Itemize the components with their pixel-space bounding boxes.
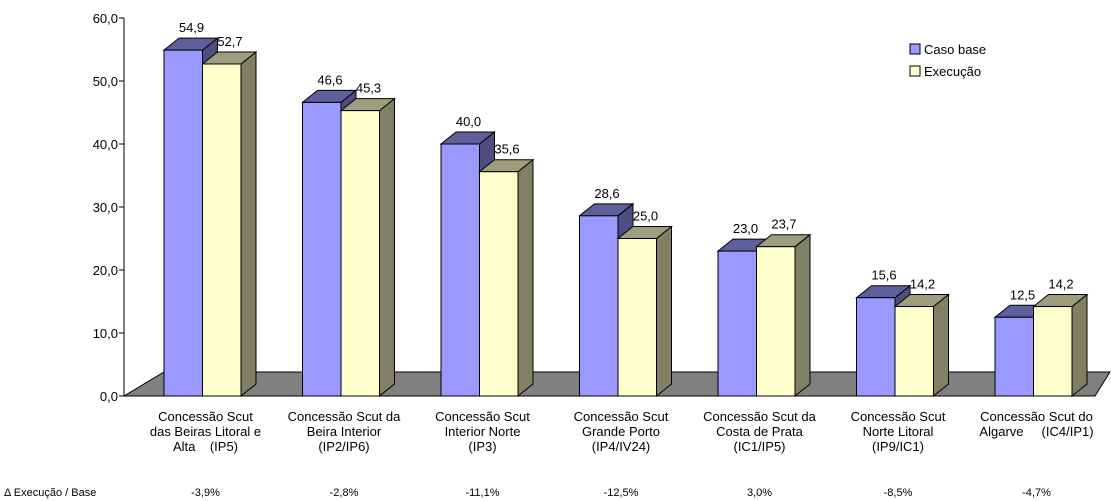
bar-front-face: [202, 63, 242, 397]
delta-value: -8,5%: [884, 487, 913, 499]
bar: [339, 97, 396, 398]
bar-side-face: [656, 225, 672, 398]
category-label: Concessão Scut da Costa de Prata (IC1/IP5): [703, 409, 817, 454]
bar-front-face: [163, 49, 203, 397]
data-label: 23,0: [733, 221, 758, 236]
y-tick-label: 40,0: [93, 137, 118, 152]
bar-group: [162, 37, 1089, 398]
bar: [616, 225, 673, 398]
category-label-group: Concessão Scut das Beiras Litoral e Alta (…: [150, 409, 1094, 454]
data-label: 14,2: [910, 277, 935, 292]
bar-front-face: [856, 297, 896, 397]
y-tick-label: 60,0: [93, 11, 118, 26]
category-label: Concessão Scut Interior Norte (IP3): [435, 409, 530, 454]
bar-front-face: [440, 143, 480, 397]
bar: [1032, 293, 1089, 398]
legend-label: Execução: [924, 64, 981, 79]
delta-value: -4,7%: [1022, 487, 1051, 499]
data-label: 54,9: [179, 20, 204, 35]
data-label: 12,5: [1010, 287, 1035, 302]
bar-front-face: [579, 215, 619, 397]
data-label: 23,7: [771, 217, 796, 232]
legend-swatch: [909, 43, 921, 55]
bar-front-face: [479, 171, 519, 397]
bar-front-face: [302, 101, 342, 397]
bar-front-face: [756, 246, 796, 397]
y-tick-label: 50,0: [93, 74, 118, 89]
data-label-group: 54,9 52,7 46,6 45,3 40,0 35,6 28,6 25,0 23,0 23,7…: [179, 20, 1074, 302]
y-tick-label: 20,0: [93, 263, 118, 278]
delta-value: -3,9%: [191, 487, 220, 499]
category-label: Concessão Scut Grande Porto (IP4/IV24): [574, 409, 669, 454]
bar-side-face: [517, 158, 534, 398]
legend-swatch: [909, 65, 921, 77]
y-tick-label: 30,0: [93, 200, 118, 215]
bar-side-face: [933, 293, 949, 398]
delta-value: 3,0%: [747, 487, 772, 499]
data-label: 35,6: [494, 142, 519, 157]
bar: [755, 233, 812, 398]
bar-front-face: [1033, 306, 1073, 397]
data-label: 40,0: [456, 114, 481, 129]
bar-front-face: [894, 306, 934, 397]
data-label: 14,2: [1048, 277, 1073, 292]
delta-value: -2,8%: [330, 487, 359, 499]
bar-front-face: [994, 316, 1034, 397]
data-label: 15,6: [871, 268, 896, 283]
delta-row: -3,9% -2,8% -11,1% -12,5% 3,0% -8,5% -4,7% Δ Ex…: [4, 487, 1051, 499]
y-tick-label: 0,0: [100, 389, 118, 404]
data-label: 28,6: [594, 186, 619, 201]
category-label: Concessão Scut do Algarve (IC4/IP1): [979, 409, 1093, 439]
bar-side-face: [379, 97, 395, 398]
bar: [201, 50, 258, 398]
data-label: 46,6: [317, 72, 342, 87]
category-label: Concessão Scut das Beiras Litoral e Alta (…: [150, 409, 261, 454]
legend: Caso base Execução: [909, 42, 986, 79]
category-label: Concessão Scut Norte Litoral (IP9/IC1): [851, 409, 946, 454]
legend-label: Caso base: [924, 42, 986, 57]
bar-side-face: [794, 233, 811, 398]
y-axis: 0,0 10,0 20,0 30,0 40,0 50,0 60,0: [93, 11, 125, 404]
bar-front-face: [340, 110, 380, 397]
y-tick-label: 10,0: [93, 326, 118, 341]
bar: [893, 293, 950, 398]
bar-front-face: [717, 250, 757, 397]
bar: [478, 158, 535, 398]
bar-side-face: [240, 50, 257, 398]
data-label: 25,0: [633, 209, 658, 224]
category-label: Concessão Scut da Beira Interior (IP2/IP6): [288, 409, 402, 454]
data-label: 52,7: [217, 34, 242, 49]
data-label: 45,3: [356, 81, 381, 96]
delta-value: -11,1%: [465, 487, 499, 499]
delta-value: -12,5%: [604, 487, 639, 499]
delta-row-label: Δ Execução / Base: [4, 487, 96, 499]
bar-side-face: [1071, 293, 1088, 398]
bar-front-face: [617, 238, 657, 397]
